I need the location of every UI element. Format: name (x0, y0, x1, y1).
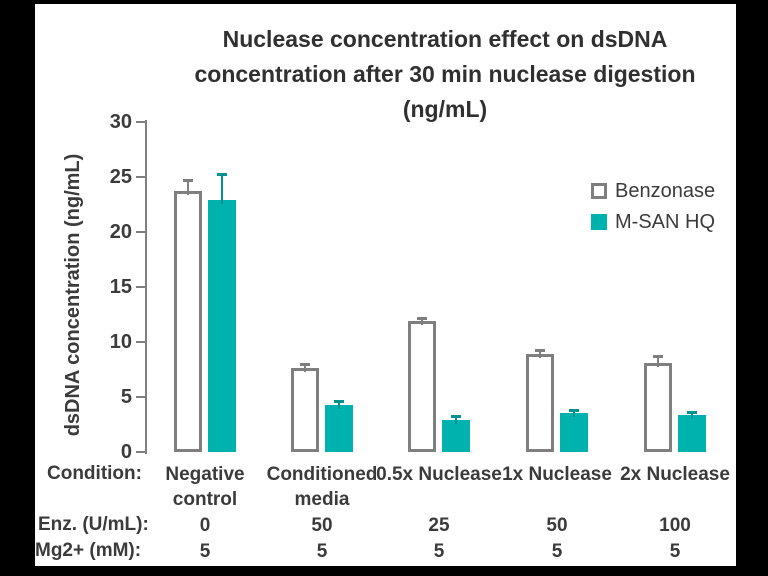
legend-label: Benzonase (615, 179, 716, 202)
table-cell: 1x Nuclease (502, 464, 612, 485)
y-axis-tick (136, 451, 145, 453)
error-bar-line (421, 319, 423, 325)
table-cell: Negative control (165, 464, 245, 510)
bar-msan-hq-group-2 (325, 405, 353, 452)
error-bar-line (657, 357, 659, 367)
y-axis-tick-label: 0 (120, 441, 132, 463)
table-cell: 5 (551, 541, 563, 562)
table-row-label: Condition: (47, 463, 142, 484)
error-bar-line (539, 351, 541, 358)
chart-title: Nuclease concentration effect on dsDNA c… (160, 22, 730, 127)
y-axis-tick-label: 20 (109, 221, 132, 243)
error-bar-cap (300, 363, 310, 366)
table-cell: 100 (659, 515, 691, 536)
bar-benzonase-group-4 (526, 354, 554, 452)
error-bar-line (304, 365, 306, 372)
chart-title-line-3: (ng/mL) (402, 96, 488, 122)
table-cell: 0 (199, 515, 211, 536)
bar-benzonase-group-2 (291, 368, 319, 452)
legend-item-m-san-hq: M-SAN HQ (591, 207, 715, 237)
table-cell: 50 (546, 515, 568, 536)
bar-msan-hq-group-3 (442, 420, 470, 452)
legend-swatch-icon (591, 183, 607, 199)
y-axis-tick-label: 5 (120, 386, 132, 408)
y-axis-tick-label: 15 (109, 276, 132, 298)
error-bar-line (455, 417, 457, 424)
error-bar-cap (451, 415, 461, 418)
figure-background (35, 4, 736, 566)
table-row-label: Enz. (U/mL): (38, 514, 149, 535)
error-bar-cap (183, 179, 193, 182)
table-cell: Conditioned media (266, 464, 378, 510)
error-bar-line (691, 413, 693, 419)
y-axis-line (145, 120, 147, 454)
y-axis-tick-label: 10 (109, 331, 132, 353)
y-axis-tick-label: 25 (109, 166, 132, 188)
y-axis-tick (136, 231, 145, 233)
y-axis-tick-label: 30 (109, 111, 132, 133)
chart-title-line-1: Nuclease concentration effect on dsDNA (222, 26, 668, 52)
table-cell: 5 (433, 541, 445, 562)
table-cell: 0.5x Nuclease (376, 464, 502, 485)
legend-item-benzonase: Benzonase (591, 176, 715, 206)
y-axis-tick (136, 341, 145, 343)
error-bar-cap (535, 349, 545, 352)
bar-msan-hq-group-1 (208, 200, 236, 452)
error-bar-cap (569, 409, 579, 412)
table-cell: 25 (428, 515, 450, 536)
y-axis-title: dsDNA concentration (ng/mL) (62, 153, 84, 437)
error-bar-line (221, 175, 223, 204)
table-cell: 5 (316, 541, 328, 562)
bar-benzonase-group-1 (174, 191, 202, 452)
table-cell: 50 (311, 515, 333, 536)
error-bar-line (573, 411, 575, 417)
y-axis-tick (136, 396, 145, 398)
table-row-label: Mg2+ (mM): (35, 540, 142, 561)
bar-benzonase-group-3 (408, 321, 436, 452)
error-bar-line (187, 181, 189, 195)
y-axis-tick (136, 286, 145, 288)
table-cell: 2x Nuclease (620, 464, 730, 485)
table-cell: 5 (199, 541, 211, 562)
error-bar-cap (217, 173, 227, 176)
error-bar-cap (417, 317, 427, 320)
bar-benzonase-group-5 (644, 363, 672, 452)
y-axis-tick (136, 121, 145, 123)
error-bar-cap (687, 411, 697, 414)
y-axis-tick (136, 176, 145, 178)
error-bar-line (338, 402, 340, 409)
table-cell: 5 (669, 541, 681, 562)
legend-swatch-icon (591, 214, 607, 230)
bar-msan-hq-group-5 (678, 415, 706, 452)
chart-title-line-2: concentration after 30 min nuclease dige… (194, 61, 696, 87)
bar-msan-hq-group-4 (560, 413, 588, 452)
legend-label: M-SAN HQ (615, 210, 715, 233)
error-bar-cap (334, 400, 344, 403)
error-bar-cap (653, 355, 663, 358)
